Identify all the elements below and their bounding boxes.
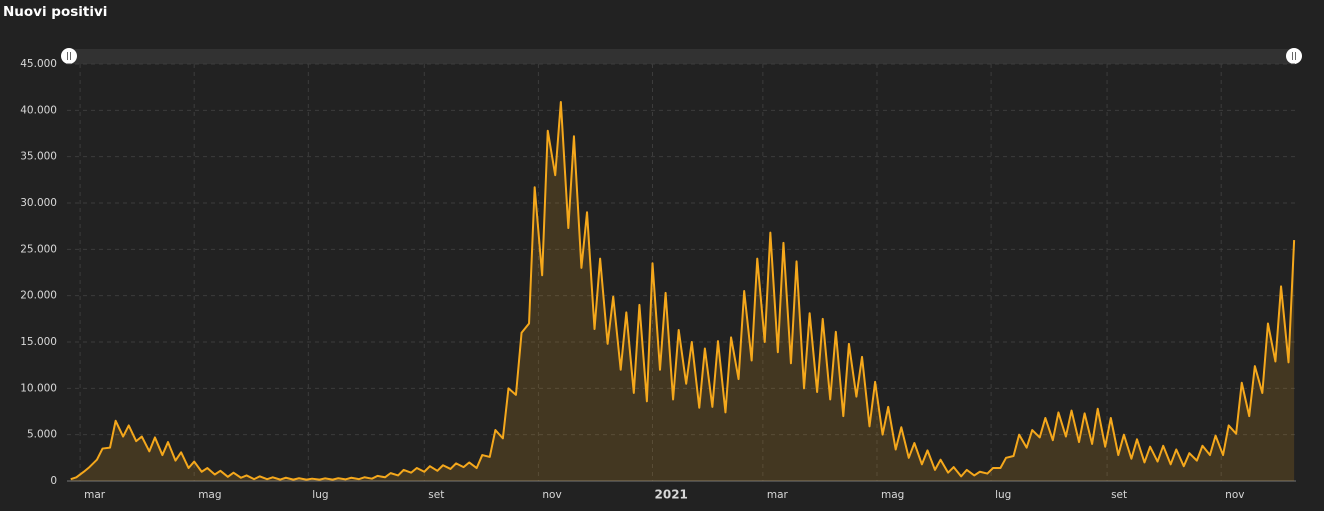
range-handle-right[interactable]: [1286, 48, 1302, 64]
y-tick-label: 15.000: [20, 336, 57, 348]
y-tick-label: 0: [50, 475, 57, 487]
y-tick-label: 25.000: [20, 243, 57, 255]
x-tick-label: mag: [198, 489, 221, 501]
y-tick-label: 20.000: [20, 290, 57, 302]
range-navigator[interactable]: [67, 49, 1296, 64]
x-tick-label: nov: [542, 489, 561, 501]
line: [70, 100, 1296, 481]
x-tick-label: mar: [84, 489, 106, 501]
x-tick-label: set: [1111, 489, 1127, 501]
handle-knob[interactable]: [61, 48, 77, 64]
x-tick-label: lug: [995, 489, 1011, 501]
chart-title: Nuovi positivi: [3, 4, 107, 20]
y-tick-label: 30.000: [20, 197, 57, 209]
x-tick-label: set: [428, 489, 444, 501]
y-tick-label: 10.000: [20, 382, 57, 394]
range-handle-left[interactable]: [61, 48, 77, 64]
y-tick-label: 35.000: [20, 151, 57, 163]
x-tick-label: lug: [312, 489, 328, 501]
x-tick-label: 2021: [655, 488, 688, 502]
area: [70, 101, 1295, 482]
y-tick-label: 45.000: [20, 58, 57, 70]
y-tick-label: 5.000: [27, 429, 57, 441]
x-tick-label: mar: [767, 489, 789, 501]
x-tick-label: nov: [1225, 489, 1244, 501]
y-tick-label: 40.000: [20, 104, 57, 116]
x-tick-label: mag: [881, 489, 904, 501]
handle-knob[interactable]: [1286, 48, 1302, 64]
